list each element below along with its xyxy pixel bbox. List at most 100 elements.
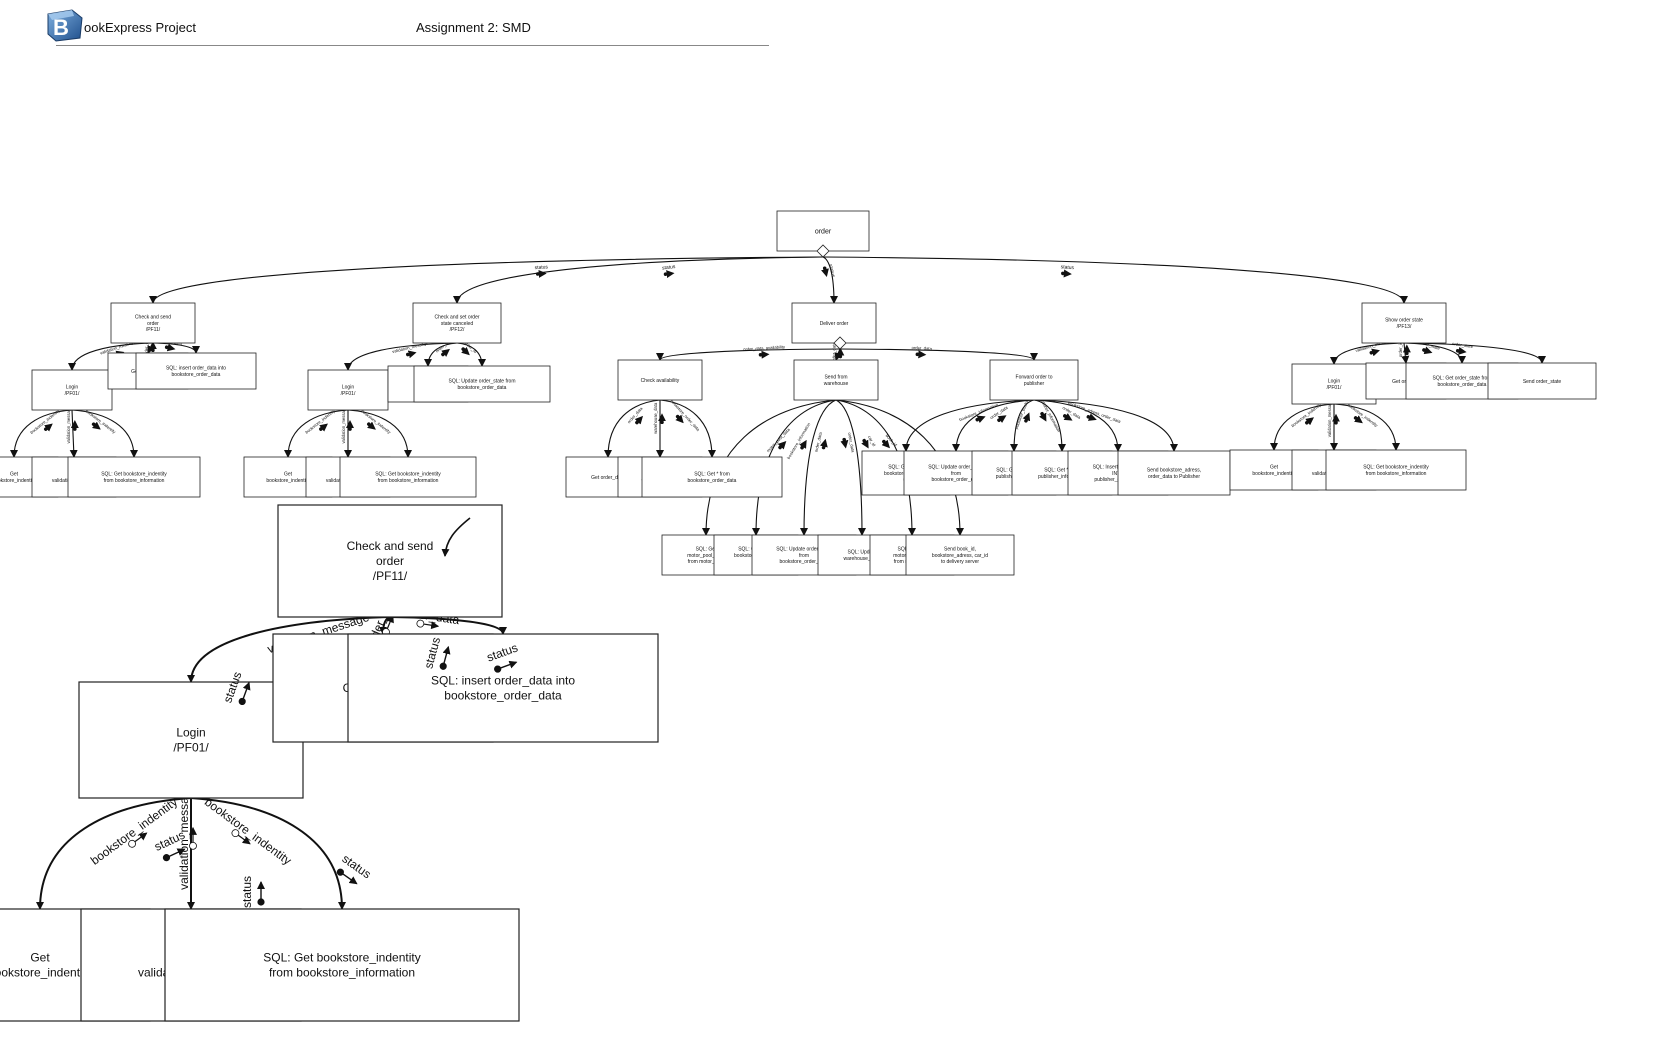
edge-label: order_data [911, 345, 933, 359]
node-label: bookstore_order_data [688, 478, 737, 484]
edge-label: bookstore_indentity [85, 408, 118, 434]
node-box [617, 359, 703, 401]
node-label: warehouse [824, 381, 849, 387]
data-couple-circle-icon [1405, 351, 1409, 356]
node-check-avail: Check availability [617, 359, 703, 401]
node-label: SQL: Get order_state from [1433, 376, 1492, 382]
control-couple-dot-icon [257, 898, 265, 906]
node-label: SQL: Update [848, 550, 877, 556]
edge-send-wh-to-sw-sql-update-motor [835, 399, 916, 536]
node-label: order [147, 321, 159, 327]
node-box [1117, 450, 1231, 496]
data-couple-circle-icon [822, 266, 827, 271]
edge-login1-to-sql-get-ident1 [71, 409, 138, 458]
node-label: Get [284, 472, 293, 478]
node-label: /PF11/ [373, 569, 408, 583]
node-label: SQL: Get bookstore_indentity [1363, 465, 1429, 471]
edge-label: bookstore_indentity [304, 408, 336, 435]
edge-send-wh-to-sw-sql-get-motor [702, 399, 837, 536]
node-label: Send book_id, [944, 547, 976, 553]
node-label: /PF11/ [146, 327, 161, 333]
edge-label-text: warehouse_data [653, 402, 658, 434]
node-order: order [776, 210, 870, 258]
edge-check-cancel-to-get-order-id2 [424, 342, 458, 367]
node-label: bookstore_order_data [444, 689, 562, 703]
edge-label-text: status [827, 264, 836, 279]
node-label: from bookstore_information [104, 478, 165, 484]
edge-label: publisher_books [1014, 400, 1031, 430]
data-couple-circle-icon [1024, 418, 1028, 423]
edge-label: bookstore_indentity [1290, 402, 1323, 429]
edge-show-state-to-login3 [1330, 342, 1405, 365]
node-label: /PF01/ [1327, 385, 1342, 391]
edge-label: status [821, 264, 836, 279]
node-label: SQL: insert order_data into [166, 366, 226, 372]
node-label: SQL: Get * from [1044, 468, 1080, 474]
data-couple-circle-icon [660, 420, 664, 425]
edge-login2-to-get-ident2 [284, 409, 349, 458]
node-box [1361, 302, 1447, 344]
data-couple-circle-icon [461, 347, 466, 351]
node-label: Login [1328, 379, 1340, 385]
node-label: /PF12/ [450, 327, 465, 333]
node-label: state canceled [441, 321, 473, 327]
data-couple-circle-icon [1369, 350, 1374, 355]
edge-show-state-to-ss-send-state [1403, 342, 1546, 364]
edge-label: order_data [626, 406, 644, 425]
node-ss-send-state: Send order_state [1487, 362, 1597, 400]
data-couple-circle-icon [1455, 349, 1460, 353]
edge-deliver-to-forward-pub [839, 348, 1038, 361]
data-couple-circle-icon [862, 438, 867, 443]
data-couple-circle-icon [800, 445, 804, 450]
edge-login3-to-get-ident3 [1270, 403, 1335, 451]
node-sql-update2: SQL: Update order_state frombookstore_or… [413, 365, 551, 403]
data-couple-circle-icon [838, 354, 843, 359]
edge-label-text: bookstore_information [786, 421, 812, 460]
edge-label-text: order_data [831, 342, 836, 363]
node-label: SQL: Get bookstore_indentity [101, 472, 167, 478]
bookexpress-logo-icon: B [47, 9, 83, 42]
edge-deliver-to-check-avail [656, 348, 841, 361]
control-couple-dot-icon [439, 662, 447, 670]
edge-deliver-to-send-wh [834, 348, 843, 361]
edge-label: order_data [813, 431, 828, 453]
node-box [641, 456, 783, 498]
edge-forward-pub-to-fp-sql-get-info [902, 399, 1035, 452]
node-label: Get [30, 951, 50, 965]
edge-login2-to-sql-get-ident2 [347, 409, 412, 458]
node-label: Get order_data [591, 475, 625, 481]
node-label: SQL: Get * from [694, 472, 730, 478]
node-label: from bookstore_information [378, 478, 439, 484]
node-label: Forward order to [1016, 375, 1053, 381]
node-label: Get [10, 472, 19, 478]
edge-order-to-check-send [149, 256, 824, 304]
node-z-login: Login/PF01/ [78, 681, 304, 799]
node-sql-insert1: SQL: insert order_data intobookstore_ord… [135, 352, 257, 390]
node-label: order [376, 554, 404, 568]
selection-diamond-icon [816, 244, 830, 258]
edge-label-text: order_state [1452, 341, 1474, 349]
node-box [413, 365, 551, 403]
edge-label: bookstore_indentity [29, 408, 61, 435]
node-label: bookstore_indentity [0, 966, 92, 980]
edge-label-text: validation_message [177, 783, 191, 889]
node-label: /PF01/ [65, 391, 80, 397]
node-box [277, 504, 503, 618]
edge-label-text: order_state [1419, 339, 1441, 351]
edge-label-text: bookstore_indentity [202, 795, 294, 868]
node-label: from bookstore_information [269, 966, 415, 980]
edge-send-wh-to-sw-sql-update-state [800, 399, 837, 536]
node-label: Login [342, 385, 354, 391]
edge-label-text: book_id [885, 433, 899, 448]
node-label: /PF13/ [1397, 324, 1412, 330]
edge-label-text: order_data [911, 345, 932, 351]
page-header: B ookExpress Project Assignment 2: SMD [0, 0, 1680, 60]
node-label: Check and set order [434, 315, 479, 321]
edge-label: order_data [831, 342, 845, 363]
edge-login3-to-sql-get-ident3 [1333, 403, 1400, 451]
